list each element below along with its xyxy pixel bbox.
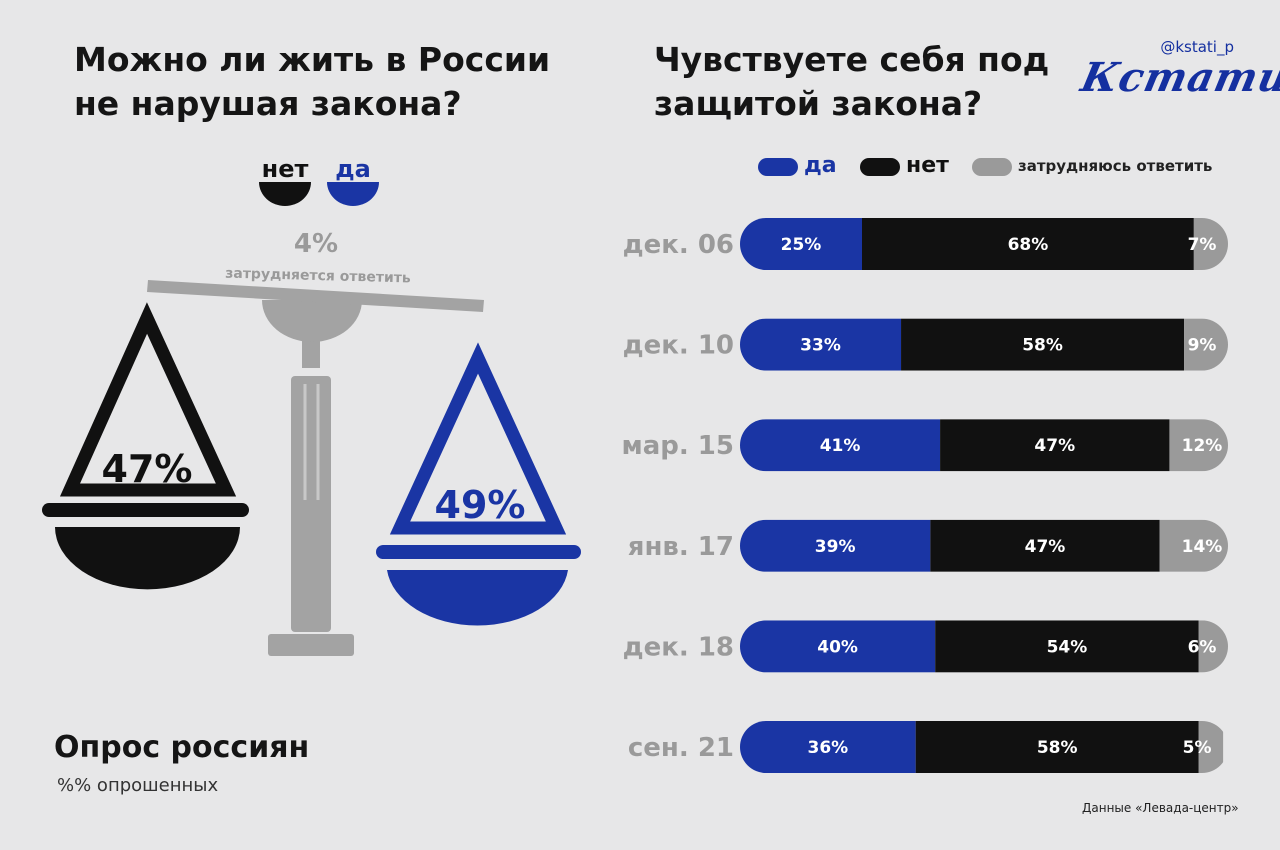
bar-value-label: 39% (815, 537, 856, 557)
stacked-bar (740, 318, 1228, 371)
bar-value-label: 7% (1188, 235, 1217, 255)
brand-handle: @kstati_p (1160, 38, 1234, 56)
legend-swatch (860, 158, 900, 176)
scale-pillar (291, 376, 331, 632)
legend-bowl-icon (259, 182, 311, 206)
data-source: Данные «Левада-центр» (1082, 801, 1239, 815)
bar-segment (915, 721, 1199, 773)
scale-chart: нет да 4% затрудняется ответить 47% 49% (42, 155, 581, 656)
bar-segment (740, 721, 916, 773)
bar-segment (940, 419, 1170, 472)
scale-pillar-grooves (303, 384, 320, 500)
bar-value-label: 12% (1182, 436, 1223, 456)
brand-name: Кстати, (1077, 54, 1280, 101)
bar-segment (740, 519, 931, 572)
yes-pan-triangle (389, 342, 567, 535)
legend-label: нет (262, 155, 309, 183)
bar-segment (862, 218, 1194, 270)
bar-segment (1184, 318, 1228, 371)
no-value-label: 47% (102, 447, 193, 491)
bar-value-label: 54% (1047, 637, 1088, 657)
legend-label: да (804, 153, 837, 178)
category-label: мар. 15 (621, 431, 734, 461)
scale-base (268, 634, 354, 656)
category-label: дек. 10 (623, 331, 734, 361)
bar-segment (930, 519, 1160, 572)
bar-segment (740, 620, 936, 673)
undecided-value-label: 4% (294, 229, 338, 259)
category-label: сен. 21 (628, 733, 734, 763)
stacked-bar-chart: дек. 06 25% 68% 7% дек. 10 33% 58% 9% мар. 15 41%… (621, 218, 1228, 773)
bar-segment (901, 318, 1185, 371)
bar-value-label: 6% (1188, 637, 1217, 657)
bar-segment (1159, 519, 1228, 572)
stacked-bar (740, 519, 1228, 572)
bar-value-label: 41% (820, 436, 861, 456)
category-label: янв. 17 (628, 532, 734, 562)
bar-segment (740, 318, 902, 371)
yes-pan-plate (376, 545, 581, 559)
bar-value-label: 40% (817, 637, 858, 657)
no-pan-plate (42, 503, 249, 517)
left-chart-title: Можно ли жить в России не нарушая закона… (74, 40, 551, 123)
legend-swatch (972, 158, 1012, 176)
bar-segment (1169, 419, 1228, 472)
category-label: дек. 06 (623, 230, 734, 260)
survey-subtitle: %% опрошенных (57, 775, 219, 796)
stacked-bar (740, 419, 1228, 472)
bar-value-label: 36% (807, 738, 848, 758)
stacked-bar (740, 218, 1228, 270)
brand-logo: @kstati_p Кстати, (1077, 38, 1280, 108)
bar-value-label: 14% (1182, 537, 1223, 557)
survey-title: Опрос россиян (54, 730, 310, 765)
bar-segment (935, 620, 1199, 673)
no-pan-bowl (55, 527, 240, 590)
yes-value-label: 49% (435, 483, 526, 527)
bar-value-label: 47% (1025, 537, 1066, 557)
bar-value-label: 33% (800, 336, 841, 356)
legend-label: да (335, 155, 371, 183)
yes-pan-bowl (387, 570, 568, 626)
legend-label: нет (906, 153, 949, 178)
bar-value-label: 47% (1034, 436, 1075, 456)
stacked-bar (740, 721, 1224, 773)
scale-hub (262, 300, 362, 342)
undecided-series-label: затрудняется ответить (225, 266, 411, 287)
bar-segment (740, 419, 941, 472)
bar-segment (740, 218, 862, 270)
legend-swatch (758, 158, 798, 176)
bar-value-label: 58% (1037, 738, 1078, 758)
scale-beam (147, 280, 484, 312)
right-chart-title: Чувствуете себя под защитой закона? (654, 40, 1050, 123)
category-label: дек. 18 (623, 632, 734, 662)
stacked-bar (740, 620, 1228, 673)
bar-value-label: 25% (781, 235, 822, 255)
bar-segment (1198, 721, 1224, 773)
legend-bowl-icon (327, 182, 379, 206)
bar-value-label: 9% (1188, 336, 1217, 356)
bar-value-label: 58% (1022, 336, 1063, 356)
bar-value-label: 68% (1008, 235, 1049, 255)
no-pan-triangle (59, 302, 237, 497)
legend-label: затрудняюсь ответить (1018, 157, 1213, 175)
bar-value-label: 5% (1183, 738, 1212, 758)
